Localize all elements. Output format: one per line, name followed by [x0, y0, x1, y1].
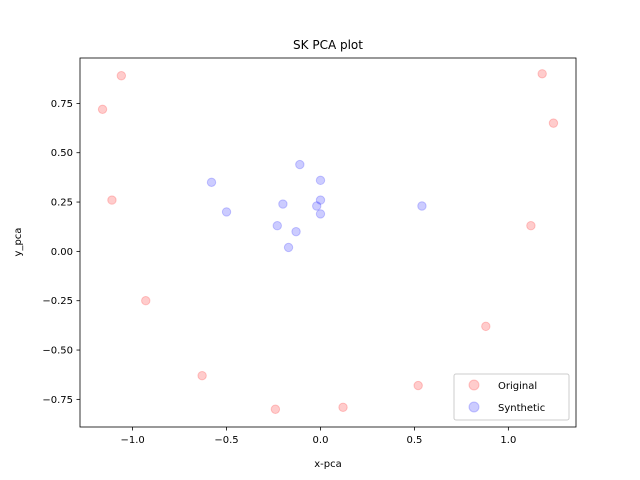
y-tick-label: −0.50: [42, 346, 73, 357]
y-tick-label: 0.25: [51, 198, 73, 209]
legend: Original Synthetic: [453, 373, 570, 421]
data-point-original-1: [97, 104, 108, 115]
data-point-synthetic-0: [206, 177, 217, 188]
legend-box: [453, 373, 570, 421]
data-point-synthetic-2: [272, 221, 282, 231]
data-point-original-2: [107, 195, 117, 205]
data-point-synthetic-4: [283, 242, 294, 253]
y-tick-label: 0.50: [51, 148, 73, 159]
y-tick-label: −0.75: [42, 395, 73, 406]
legend-label-original: Original: [498, 381, 537, 392]
y-tick-label: 0.00: [51, 247, 73, 258]
data-point-original-9: [526, 221, 536, 231]
y-axis-label: y_pca: [13, 228, 24, 257]
data-point-original-7: [413, 380, 423, 391]
data-point-synthetic-5: [291, 226, 301, 237]
x-tick-label: 1.0: [500, 435, 516, 446]
data-point-synthetic-8: [315, 175, 326, 186]
y-tick-label: −0.25: [42, 296, 73, 307]
data-point-original-0: [116, 71, 127, 81]
markers-layer: [97, 69, 559, 414]
legend-label-synthetic: Synthetic: [498, 403, 545, 414]
data-point-original-6: [338, 402, 348, 412]
x-axis-ticks: −1.0 −0.5 0.0 0.5 1.0: [120, 427, 516, 446]
data-point-synthetic-10: [315, 209, 326, 219]
data-point-synthetic-1: [221, 207, 232, 217]
legend-marker-original: [468, 379, 480, 391]
y-axis-ticks: −0.75 −0.50 −0.25 0.00 0.25 0.50 0.75: [42, 99, 80, 406]
data-point-original-10: [537, 69, 547, 79]
data-point-synthetic-6: [295, 159, 305, 170]
x-axis-label: x-pca: [314, 459, 342, 470]
data-point-original-5: [270, 404, 281, 414]
data-point-synthetic-3: [278, 199, 288, 209]
x-tick-label: 0.0: [313, 435, 329, 446]
data-point-synthetic-11: [417, 201, 427, 211]
data-point-synthetic-7: [312, 201, 322, 211]
data-point-original-3: [141, 296, 151, 306]
data-point-original-11: [548, 118, 559, 128]
x-tick-label: 0.5: [406, 435, 422, 446]
data-point-original-4: [197, 370, 207, 381]
y-tick-label: 0.75: [51, 99, 73, 110]
legend-marker-synthetic: [468, 401, 480, 413]
data-point-original-8: [481, 321, 491, 332]
plot-frame: [79, 57, 577, 428]
chart-title: SK PCA plot: [293, 38, 363, 52]
x-tick-label: −0.5: [214, 435, 238, 446]
data-point-synthetic-9: [315, 195, 326, 205]
x-tick-label: −1.0: [120, 435, 144, 446]
